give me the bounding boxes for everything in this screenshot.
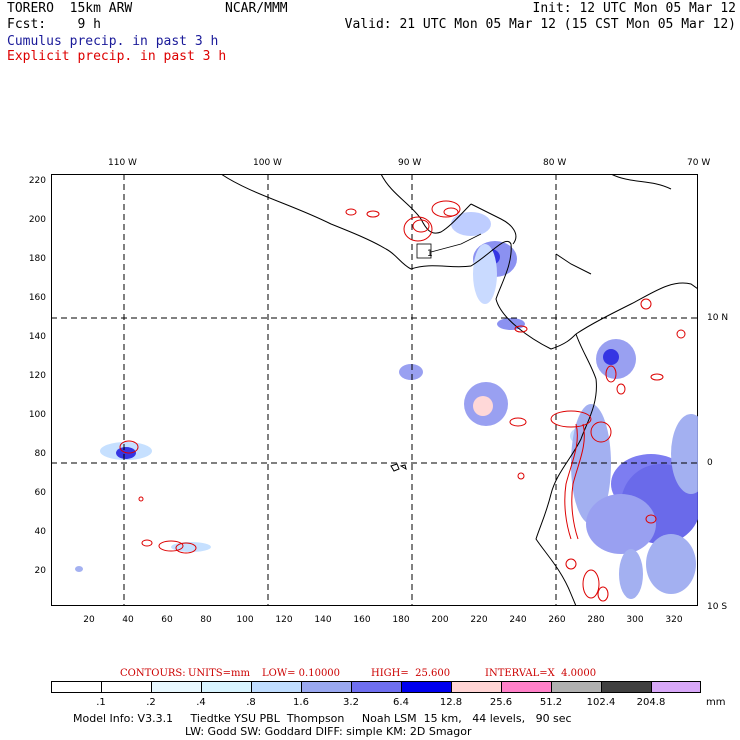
x-tick-120: 120 [275, 615, 293, 625]
y-tick-20: 20 [34, 566, 46, 576]
forecast-hour: Fcst: 9 h [7, 17, 101, 32]
x-tick-40: 40 [122, 615, 134, 625]
x-tick-180: 180 [392, 615, 410, 625]
color-box-2 [151, 681, 201, 693]
x-tick-140: 140 [314, 615, 332, 625]
color-box-11 [601, 681, 651, 693]
precip-map: 1 [51, 174, 698, 606]
lat-label-10n: 10 N [707, 313, 729, 323]
lon-label-90w: 90 W [398, 158, 422, 168]
y-tick-120: 120 [28, 371, 46, 381]
color-scale-units: mm [706, 697, 726, 708]
color-box-6 [351, 681, 401, 693]
model-title: TORERO 15km ARW [7, 1, 133, 16]
explicit-precip-contours [119, 200, 686, 602]
color-scale-bar [51, 681, 701, 693]
color-box-7 [401, 681, 451, 693]
y-tick-100: 100 [28, 410, 46, 420]
x-tick-260: 260 [548, 615, 566, 625]
y-tick-200: 200 [28, 215, 46, 225]
color-box-5 [301, 681, 351, 693]
x-tick-320: 320 [665, 615, 683, 625]
color-label: .1 [96, 697, 106, 708]
x-tick-80: 80 [200, 615, 212, 625]
lon-label-70w: 70 W [687, 158, 711, 168]
field-cumulus-label: Cumulus precip. in past 3 h [7, 34, 219, 49]
lat-lon-grid [51, 174, 698, 606]
color-label: 12.8 [439, 697, 463, 708]
color-box-0 [51, 681, 101, 693]
color-label: .4 [196, 697, 206, 708]
contour-label: CONTOURS: [120, 668, 186, 679]
lat-label-0: 0 [707, 458, 713, 468]
x-tick-240: 240 [509, 615, 527, 625]
lon-label-110w: 110 W [108, 158, 137, 168]
color-box-1 [101, 681, 151, 693]
color-label: 25.6 [489, 697, 513, 708]
color-box-9 [501, 681, 551, 693]
y-tick-220: 220 [28, 176, 46, 186]
x-tick-20: 20 [83, 615, 95, 625]
lat-label-10s: 10 S [707, 602, 728, 612]
valid-time: Valid: 21 UTC Mon 05 Mar 12 (15 CST Mon … [344, 17, 736, 32]
x-tick-280: 280 [587, 615, 605, 625]
contour-units: UNITS=mm [188, 668, 250, 679]
country-borders [416, 233, 482, 259]
color-box-4 [251, 681, 301, 693]
organization-label: NCAR/MMM [225, 1, 288, 16]
color-box-12 [651, 681, 701, 693]
color-label: .8 [246, 697, 256, 708]
lon-label-100w: 100 W [253, 158, 282, 168]
color-label: 51.2 [539, 697, 563, 708]
contour-high: HIGH= 25.600 [371, 668, 451, 679]
x-tick-300: 300 [626, 615, 644, 625]
color-label: .2 [146, 697, 156, 708]
init-time: Init: 12 UTC Mon 05 Mar 12 [532, 1, 737, 16]
model-info-line2: LW: Godd SW: Goddard DIFF: simple KM: 2D… [185, 725, 472, 738]
color-label: 6.4 [393, 697, 409, 708]
map-marker-label: 1 [427, 249, 433, 259]
x-tick-100: 100 [236, 615, 254, 625]
x-tick-220: 220 [470, 615, 488, 625]
y-tick-60: 60 [34, 488, 46, 498]
y-tick-40: 40 [34, 527, 46, 537]
color-label: 1.6 [293, 697, 309, 708]
x-tick-60: 60 [161, 615, 173, 625]
y-tick-180: 180 [28, 254, 46, 264]
y-tick-80: 80 [34, 449, 46, 459]
color-label: 102.4 [586, 697, 616, 708]
y-tick-140: 140 [28, 332, 46, 342]
x-tick-200: 200 [431, 615, 449, 625]
coastlines [220, 174, 698, 606]
contour-interval: INTERVAL=X 4.0000 [485, 668, 597, 679]
x-tick-160: 160 [353, 615, 371, 625]
model-info-line1: Model Info: V3.3.1 Tiedtke YSU PBL Thomp… [73, 712, 572, 725]
color-box-10 [551, 681, 601, 693]
contour-low: LOW= 0.10000 [262, 668, 341, 679]
color-label: 204.8 [636, 697, 666, 708]
color-label: 3.2 [343, 697, 359, 708]
field-explicit-label: Explicit precip. in past 3 h [7, 49, 227, 64]
cumulus-precip-shading [75, 212, 698, 599]
color-box-3 [201, 681, 251, 693]
lon-label-80w: 80 W [543, 158, 567, 168]
color-box-8 [451, 681, 501, 693]
y-tick-160: 160 [28, 293, 46, 303]
